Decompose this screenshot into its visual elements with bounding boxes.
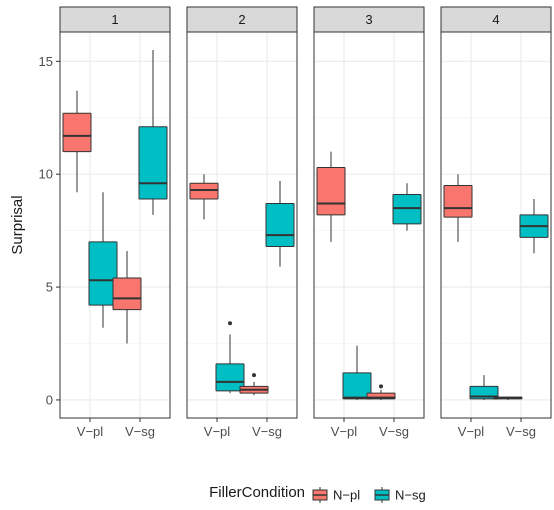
- legend-entry-n-sg: N−sg: [374, 487, 426, 503]
- panel-border: [313, 31, 425, 419]
- y-axis-title: Surprisal: [9, 195, 26, 254]
- box-n-pl-v-pl: [189, 174, 219, 220]
- x-tick-label: V−pl: [458, 424, 484, 439]
- box-n-pl-v-pl: [62, 90, 92, 193]
- legend-label: N−pl: [333, 488, 360, 503]
- box-iqr: [316, 166, 346, 216]
- facets-layer: 1 V−pl V−sg 2 V−pl V−sg 3 V−pl V−sg 4 V−pl V−sg: [59, 6, 552, 439]
- box-n-pl-v-pl: [316, 151, 346, 242]
- outlier-point: [379, 384, 383, 389]
- box-n-pl-v-sg: [493, 396, 523, 400]
- y-tick-label: 5: [46, 280, 53, 295]
- x-tick-label: V−pl: [331, 424, 357, 439]
- box-iqr: [342, 372, 372, 400]
- legend-entry-n-pl: N−pl: [312, 487, 360, 503]
- outlier-point: [252, 373, 256, 378]
- facet-strip-label: 2: [238, 12, 245, 27]
- box-iqr: [88, 241, 118, 306]
- panel-background: [60, 32, 170, 418]
- box-n-pl-v-pl: [443, 174, 473, 242]
- y-tick-label: 10: [39, 167, 53, 182]
- legend-entries: N−pl N−sg: [312, 487, 426, 503]
- x-tick-label: V−pl: [204, 424, 230, 439]
- box-n-pl-v-sg: [239, 373, 269, 396]
- y-tick-label: 15: [39, 54, 53, 69]
- y-axis: 0 5 10 15: [39, 54, 60, 407]
- box-iqr: [62, 112, 92, 153]
- box-n-pl-v-sg: [112, 250, 142, 344]
- x-tick-label: V−sg: [252, 424, 282, 439]
- box-iqr: [189, 182, 219, 200]
- box-iqr: [138, 126, 168, 200]
- panel-border: [186, 31, 298, 419]
- facet-panel-2: 2 V−pl V−sg: [186, 6, 298, 439]
- box-n-sg-v-sg: [392, 183, 422, 231]
- facet-panel-1: 1 V−pl V−sg: [59, 6, 171, 439]
- facet-strip-label: 3: [365, 12, 372, 27]
- legend: FillerCondition N−pl N−sg: [209, 484, 426, 503]
- facet-strip-label: 4: [492, 12, 499, 27]
- outlier-point: [228, 321, 232, 326]
- panel-background: [314, 32, 424, 418]
- box-iqr: [265, 203, 295, 247]
- legend-title: FillerCondition: [209, 484, 305, 501]
- box-n-sg-v-sg: [265, 180, 295, 267]
- facet-strip-label: 1: [111, 12, 118, 27]
- facet-strip: [59, 6, 171, 33]
- box-n-sg-v-pl: [342, 345, 372, 400]
- box-n-sg-v-sg: [519, 199, 549, 254]
- facet-strip: [186, 6, 298, 33]
- facet-panel-3: 3 V−pl V−sg: [313, 6, 425, 439]
- box-n-sg-v-pl: [88, 192, 118, 328]
- box-n-sg-v-sg: [138, 50, 168, 215]
- legend-label: N−sg: [395, 488, 426, 503]
- x-tick-label: V−sg: [379, 424, 409, 439]
- x-tick-label: V−pl: [77, 424, 103, 439]
- box-iqr: [443, 184, 473, 218]
- panel-border: [59, 31, 171, 419]
- x-tick-label: V−sg: [125, 424, 155, 439]
- box-n-pl-v-sg: [366, 384, 396, 400]
- box-n-sg-v-pl: [215, 321, 245, 394]
- box-iqr: [215, 363, 245, 392]
- y-tick-label: 0: [46, 392, 53, 407]
- facet-strip: [440, 6, 552, 33]
- box-n-sg-v-pl: [469, 375, 499, 400]
- facet-panel-4: 4 V−pl V−sg: [440, 6, 552, 439]
- box-iqr: [392, 194, 422, 225]
- x-tick-label: V−sg: [506, 424, 536, 439]
- panel-border: [440, 31, 552, 419]
- box-iqr: [112, 277, 142, 311]
